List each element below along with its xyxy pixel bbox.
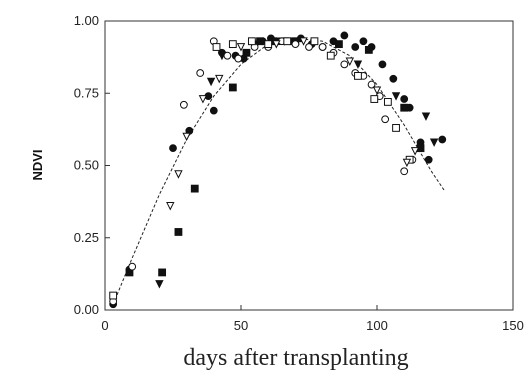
data-point-open-triangle-down <box>372 86 382 95</box>
data-point-open-square <box>228 40 237 49</box>
data-points-layer <box>109 31 447 309</box>
data-point-filled-circle <box>340 31 349 40</box>
data-point-open-square <box>354 72 362 80</box>
data-point-open-square <box>109 291 118 300</box>
data-point-open-square <box>264 40 273 49</box>
data-point-filled-circle <box>400 95 409 103</box>
data-point-open-triangle-down <box>402 158 412 168</box>
data-point-open-square <box>283 37 292 46</box>
data-point-open-circle <box>340 60 349 69</box>
data-point-open-circle <box>305 43 313 51</box>
data-point-filled-triangle-down <box>206 77 216 87</box>
data-point-open-circle <box>223 51 232 60</box>
data-point-open-circle <box>196 69 205 77</box>
data-point-open-circle <box>400 167 409 176</box>
data-point-filled-triangle-down <box>353 60 363 69</box>
data-point-open-square <box>310 37 319 46</box>
data-point-open-triangle-down <box>198 95 208 104</box>
y-tick-label: 0.00 <box>74 302 99 317</box>
data-point-filled-square <box>256 37 264 46</box>
data-point-filled-square <box>158 268 167 277</box>
data-point-open-circle <box>128 262 137 271</box>
y-tick-label: 0.25 <box>74 230 99 245</box>
data-point-filled-circle <box>209 106 218 115</box>
data-point-filled-square <box>400 103 409 112</box>
data-point-open-triangle-down <box>299 37 308 46</box>
x-axis-label: days after transplanting <box>183 345 408 371</box>
data-point-filled-circle <box>389 74 398 83</box>
data-point-open-square <box>370 95 379 103</box>
axis-ticks-layer: 0 50 100 150 0.00 0.25 0.50 0.75 1.00 <box>74 13 524 333</box>
data-point-open-triangle-down <box>174 170 183 179</box>
data-point-open-triangle-down <box>166 202 175 211</box>
data-point-filled-triangle-down <box>155 280 164 289</box>
data-point-open-square <box>247 37 256 46</box>
data-point-filled-square <box>174 228 183 236</box>
data-point-filled-square <box>335 40 343 49</box>
data-point-open-square <box>212 43 221 51</box>
data-point-open-triangle-down <box>182 132 191 142</box>
y-tick-label: 1.00 <box>74 13 99 28</box>
data-point-open-triangle-down <box>410 147 420 156</box>
data-point-open-triangle-down <box>215 74 224 84</box>
x-tick-label: 50 <box>234 318 248 333</box>
data-point-filled-circle <box>169 144 177 153</box>
data-point-open-triangle-down <box>236 43 246 52</box>
data-point-filled-triangle-down <box>391 92 401 101</box>
data-point-open-circle <box>381 115 390 124</box>
data-point-filled-triangle-down <box>429 138 439 147</box>
y-tick-label: 0.75 <box>74 85 99 100</box>
data-point-open-square <box>392 124 400 132</box>
data-point-open-circle <box>234 54 243 63</box>
data-point-filled-circle <box>359 37 368 46</box>
data-point-open-square <box>326 51 335 60</box>
x-tick-label: 100 <box>366 318 388 333</box>
data-point-filled-triangle-down <box>421 112 431 121</box>
data-point-filled-circle <box>438 135 447 144</box>
data-point-filled-square <box>364 46 373 54</box>
data-point-open-circle <box>318 43 327 51</box>
data-point-open-triangle-down <box>272 40 281 49</box>
data-point-filled-square <box>228 83 237 92</box>
data-point-open-square <box>383 98 392 106</box>
data-point-filled-circle <box>378 60 387 69</box>
y-tick-label: 0.50 <box>74 158 99 173</box>
data-point-open-triangle-down <box>345 57 355 66</box>
data-point-open-circle <box>367 80 376 89</box>
data-point-filled-square <box>190 184 199 193</box>
data-point-filled-square <box>242 48 251 57</box>
x-tick-label: 0 <box>101 318 108 333</box>
data-point-filled-circle <box>351 43 360 51</box>
x-tick-label: 150 <box>502 318 524 333</box>
data-point-open-circle <box>179 100 188 109</box>
y-axis-label: NDVI <box>30 149 45 180</box>
plot-frame <box>104 20 514 311</box>
data-point-filled-circle <box>424 155 433 164</box>
data-point-open-circle <box>291 40 300 49</box>
